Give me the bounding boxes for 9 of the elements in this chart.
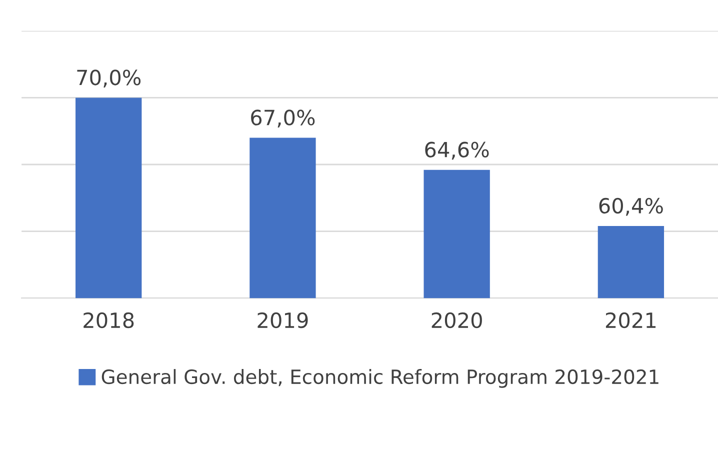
x-tick-label: 2018 (84, 312, 134, 328)
data-label: 60,4% (599, 198, 663, 216)
data-label: 70,0% (77, 70, 141, 88)
x-tick-label: 2019 (258, 312, 308, 328)
x-tick-label: 2021 (606, 312, 656, 328)
data-label: 64,6% (425, 142, 489, 160)
x-tick-label: 2020 (432, 312, 482, 328)
data-label: 67,0% (251, 110, 315, 128)
legend-label: General Gov. debt, Economic Reform Program 2019-2021 (102, 369, 658, 388)
